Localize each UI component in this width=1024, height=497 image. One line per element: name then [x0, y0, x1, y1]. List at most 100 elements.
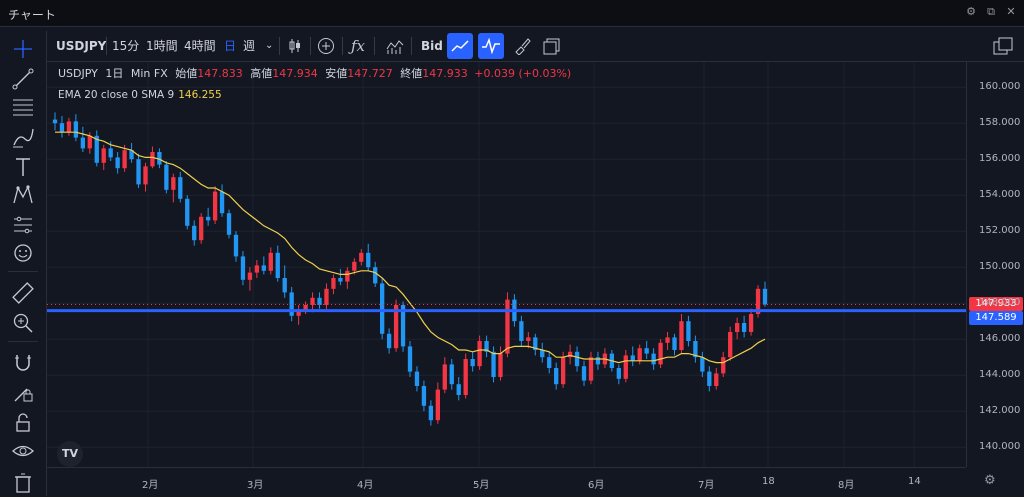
candle-body — [219, 191, 225, 214]
candle-type-icon[interactable] — [282, 33, 308, 59]
layout-icon[interactable] — [539, 33, 565, 59]
candle-body — [122, 150, 127, 169]
crosshair-icon[interactable] — [11, 37, 35, 61]
x-tick-label: 18 — [762, 476, 775, 487]
candle-body — [470, 359, 475, 367]
ema-label: EMA 20 close 0 SMA 9 — [58, 89, 175, 101]
candle-body — [80, 137, 86, 149]
gear-icon[interactable]: ⚙ — [966, 5, 976, 18]
x-tick-label: 7月 — [698, 480, 715, 491]
x-tick-label: 4月 — [357, 480, 374, 491]
candle-body — [707, 371, 712, 386]
text-icon[interactable] — [11, 155, 35, 179]
candle-body — [533, 337, 538, 350]
fib-retracement-icon[interactable] — [11, 95, 35, 119]
candle-body — [94, 135, 99, 163]
candle-body — [658, 342, 663, 365]
interval-dropdown-icon[interactable]: ⌄ — [265, 40, 274, 51]
ema-legend: EMA 20 close 0 SMA 9 146.255 — [58, 89, 222, 101]
candle-body — [73, 121, 79, 138]
price-source-button[interactable]: Bid — [421, 39, 443, 53]
y-tick-label: 142.000 — [979, 405, 1021, 417]
eye-icon[interactable] — [11, 439, 35, 463]
interval-1d-button[interactable]: 日 — [224, 39, 237, 53]
x-tick-label: 6月 — [588, 480, 605, 491]
candle-body — [157, 152, 162, 165]
legend-close-value: 147.933 — [422, 67, 468, 80]
close-icon[interactable]: ✕ — [1006, 5, 1016, 18]
candle-body — [477, 341, 482, 367]
price-axis[interactable]: 147.933 147.589 160.000 158.000 156.000 154… — [966, 62, 1024, 467]
candle-body — [233, 234, 239, 257]
interval-4h-button[interactable]: 4時間 — [184, 39, 216, 53]
interval-1w-button[interactable]: 週 — [243, 39, 256, 53]
candle-body — [66, 121, 72, 133]
lock-drawing-icon[interactable] — [11, 381, 35, 405]
interval-1h-button[interactable]: 1時間 — [146, 39, 178, 53]
time-axis[interactable]: 2月 3月 4月 5月 6月 7月 8月 14 18 — [47, 467, 966, 497]
toolbar-divider — [279, 37, 280, 55]
y-tick-label: 146.000 — [979, 333, 1021, 345]
candle-body — [268, 252, 273, 271]
sidebar-divider — [8, 271, 38, 272]
legend-open-value: 147.833 — [197, 67, 243, 80]
candle-body — [108, 148, 113, 158]
pattern-icon[interactable] — [11, 183, 35, 207]
y-tick-label: 158.000 — [979, 117, 1021, 129]
candle-body — [693, 341, 698, 358]
zoom-in-icon[interactable] — [11, 311, 35, 335]
lock-icon[interactable] — [11, 411, 35, 435]
ruler-icon[interactable] — [11, 281, 35, 305]
candle-body — [164, 164, 169, 190]
candle-body — [338, 278, 343, 282]
candle-body — [87, 135, 92, 149]
compare-add-icon[interactable] — [313, 33, 339, 59]
candle-body — [728, 332, 733, 358]
magnet-icon[interactable] — [11, 351, 35, 375]
candle-body — [275, 252, 280, 278]
trend-line-icon[interactable] — [11, 67, 35, 91]
candle-body — [721, 357, 726, 374]
candle-body — [366, 252, 371, 268]
x-tick-label: 5月 — [473, 480, 490, 491]
candle-body — [414, 371, 420, 386]
brush-icon[interactable] — [509, 33, 535, 59]
popout-icon[interactable]: ⧉ — [987, 5, 995, 18]
candle-body — [755, 288, 761, 314]
candle-body — [491, 351, 496, 377]
toolbar-divider — [310, 37, 311, 55]
panels-icon[interactable] — [990, 33, 1016, 59]
candle-body — [226, 213, 232, 235]
pen-icon[interactable] — [11, 125, 35, 149]
trash-icon[interactable] — [11, 471, 35, 495]
candle-body — [407, 346, 413, 372]
candle-body — [150, 152, 155, 167]
price-chart[interactable] — [47, 62, 966, 467]
candle-body — [734, 323, 740, 332]
legend-low-label: 安値 — [325, 67, 348, 80]
emoji-icon[interactable] — [11, 241, 35, 265]
tradingview-logo[interactable]: TV — [57, 441, 83, 467]
legend-high-label: 高値 — [250, 67, 273, 80]
candle-body — [665, 337, 670, 343]
indicator-templates-icon[interactable] — [382, 33, 408, 59]
settings-gear-icon[interactable]: ⚙ — [984, 473, 996, 488]
symbol-search-button[interactable]: USDJPY — [56, 39, 107, 53]
candle-body — [421, 386, 427, 406]
interval-15m-button[interactable]: 15分 — [112, 39, 140, 53]
candle-body — [205, 216, 211, 221]
indicators-fx-icon[interactable]: ƒx — [350, 37, 365, 55]
prediction-icon[interactable] — [11, 213, 35, 237]
candle-body — [171, 177, 176, 190]
candle-body — [101, 148, 106, 163]
candle-body — [484, 341, 489, 352]
candle-body — [178, 177, 183, 199]
toolbar-divider — [106, 37, 107, 55]
candle-body — [637, 348, 642, 361]
trend-line-tool-icon[interactable] — [447, 33, 473, 59]
candle-body — [136, 159, 141, 185]
legend-interval: 1日 — [105, 67, 124, 80]
candle-body — [115, 157, 120, 169]
wave-tool-icon[interactable] — [478, 33, 504, 59]
y-tick-label: 150.000 — [979, 261, 1021, 273]
